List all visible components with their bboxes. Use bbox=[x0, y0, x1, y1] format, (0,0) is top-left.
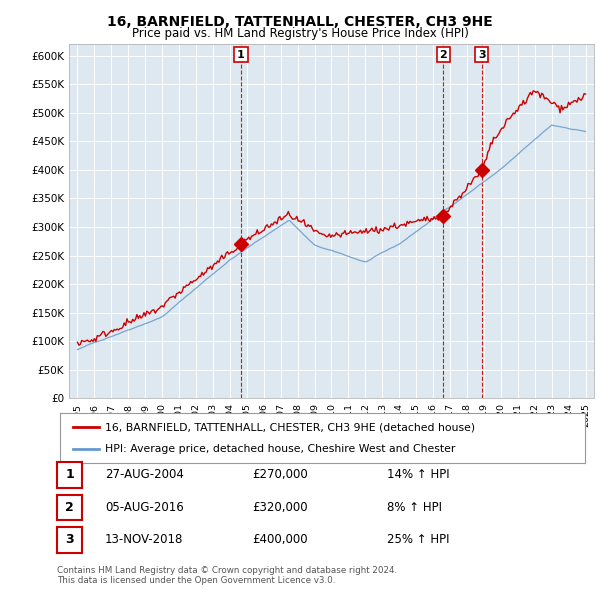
Text: 3: 3 bbox=[478, 50, 485, 60]
Text: 1: 1 bbox=[237, 50, 245, 60]
Text: £400,000: £400,000 bbox=[252, 533, 308, 546]
Text: Price paid vs. HM Land Registry's House Price Index (HPI): Price paid vs. HM Land Registry's House … bbox=[131, 27, 469, 40]
Text: 16, BARNFIELD, TATTENHALL, CHESTER, CH3 9HE: 16, BARNFIELD, TATTENHALL, CHESTER, CH3 … bbox=[107, 15, 493, 29]
Text: 13-NOV-2018: 13-NOV-2018 bbox=[105, 533, 184, 546]
Text: HPI: Average price, detached house, Cheshire West and Chester: HPI: Average price, detached house, Ches… bbox=[104, 444, 455, 454]
Text: Contains HM Land Registry data © Crown copyright and database right 2024.: Contains HM Land Registry data © Crown c… bbox=[57, 566, 397, 575]
Text: 2: 2 bbox=[439, 50, 447, 60]
Text: 16, BARNFIELD, TATTENHALL, CHESTER, CH3 9HE (detached house): 16, BARNFIELD, TATTENHALL, CHESTER, CH3 … bbox=[104, 422, 475, 432]
Text: £320,000: £320,000 bbox=[252, 501, 308, 514]
Text: 1: 1 bbox=[65, 468, 74, 481]
Text: 8% ↑ HPI: 8% ↑ HPI bbox=[387, 501, 442, 514]
Text: 2: 2 bbox=[65, 501, 74, 514]
Text: 25% ↑ HPI: 25% ↑ HPI bbox=[387, 533, 449, 546]
Text: £270,000: £270,000 bbox=[252, 468, 308, 481]
Text: 14% ↑ HPI: 14% ↑ HPI bbox=[387, 468, 449, 481]
Text: 27-AUG-2004: 27-AUG-2004 bbox=[105, 468, 184, 481]
Text: 05-AUG-2016: 05-AUG-2016 bbox=[105, 501, 184, 514]
Text: 3: 3 bbox=[65, 533, 74, 546]
Text: This data is licensed under the Open Government Licence v3.0.: This data is licensed under the Open Gov… bbox=[57, 576, 335, 585]
